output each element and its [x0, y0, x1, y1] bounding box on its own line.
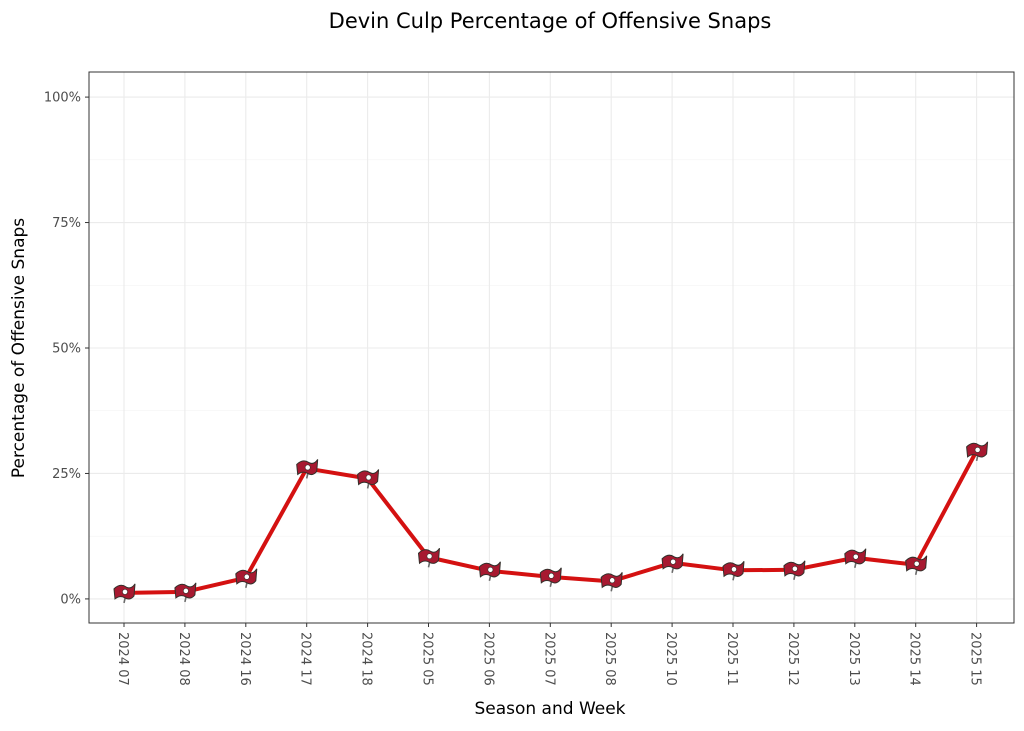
- x-axis-title: Season and Week: [474, 699, 625, 719]
- buccaneers-flag-icon: [844, 548, 867, 568]
- grid: [89, 72, 1014, 623]
- x-tick-label: 2025 13: [846, 632, 861, 686]
- x-tick-label: 2024 17: [298, 632, 313, 686]
- buccaneers-flag-icon: [296, 459, 319, 479]
- plot-panel: [88, 71, 1015, 624]
- buccaneers-flag-icon: [174, 582, 197, 603]
- y-axis: 0% 25% 50% 75% 100%: [44, 91, 89, 607]
- buccaneers-flag-icon: [113, 583, 136, 604]
- y-axis-title: Percentage of Offensive Snaps: [9, 218, 29, 478]
- buccaneers-flag-icon: [966, 441, 989, 462]
- buccaneers-flag-icon: [905, 555, 928, 575]
- x-tick-label: 2025 15: [968, 632, 983, 686]
- buccaneers-flag-icon: [783, 560, 806, 580]
- x-tick-label: 2024 18: [359, 632, 374, 686]
- buccaneers-flag-icon: [357, 469, 380, 489]
- x-tick-label: 2025 11: [724, 632, 739, 686]
- y-tick-label: 25%: [52, 467, 81, 482]
- buccaneers-flag-icon: [722, 561, 745, 581]
- buccaneers-flag-icon: [661, 553, 684, 573]
- x-tick-label: 2025 07: [541, 632, 556, 686]
- x-tick-label: 2024 07: [115, 632, 130, 686]
- x-tick-label: 2025 05: [420, 632, 435, 686]
- y-tick-label: 75%: [52, 216, 81, 231]
- x-tick-label: 2025 12: [785, 632, 800, 686]
- x-tick-label: 2024 16: [237, 632, 252, 686]
- buccaneers-flag-icon: [417, 547, 440, 568]
- x-tick-label: 2025 10: [663, 632, 678, 686]
- x-tick-label: 2025 14: [907, 632, 922, 686]
- buccaneers-flag-icon: [235, 568, 258, 589]
- buccaneers-flag-icon: [539, 567, 562, 588]
- buccaneers-flag-icon: [478, 561, 501, 581]
- x-tick-label: 2025 06: [480, 632, 495, 686]
- buccaneers-flag-icon: [600, 572, 623, 592]
- y-tick-label: 0%: [60, 592, 81, 607]
- y-tick-label: 50%: [52, 342, 81, 357]
- x-tick-label: 2024 08: [176, 632, 191, 686]
- series-layer: [113, 441, 989, 604]
- y-tick-label: 100%: [44, 91, 81, 106]
- chart-title: Devin Culp Percentage of Offensive Snaps: [329, 9, 772, 33]
- x-tick-label: 2025 08: [602, 632, 617, 686]
- x-axis: 2024 07 2024 08 2024 16 2024 17 2024 18 2025 …: [115, 623, 983, 686]
